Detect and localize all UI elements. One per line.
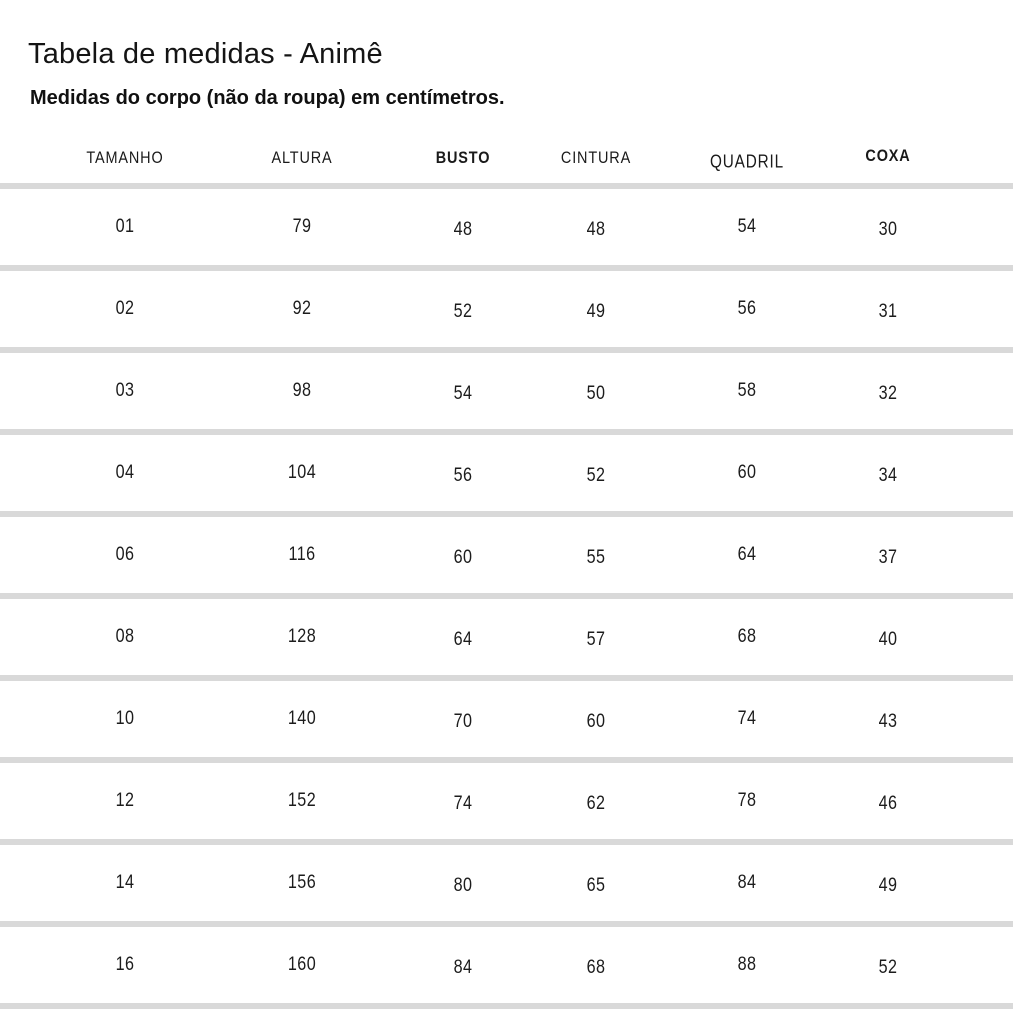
table-row: 08 128 64 57 68 40	[0, 593, 1013, 675]
column-header-quadril: QUADRIL	[710, 151, 784, 171]
cell: 55	[586, 547, 606, 568]
cell: 30	[878, 219, 898, 240]
size-chart-table: 01 79 48 48 54 30 02 92 52 49 56 31 03 98 54 50 58 32 04 10…	[0, 183, 1013, 1003]
cell: 14	[115, 872, 135, 893]
table-row: 14 156 80 65 84 49	[0, 839, 1013, 921]
cell: 06	[115, 544, 135, 565]
cell: 64	[453, 629, 473, 650]
table-row: 10 140 70 60 74 43	[0, 675, 1013, 757]
cell: 152	[287, 790, 317, 811]
cell: 60	[586, 711, 606, 732]
cell: 79	[292, 216, 312, 237]
table-header-row: TAMANHO ALTURA BUSTO CINTURA QUADRIL COXA	[0, 132, 1013, 183]
cell: 80	[453, 875, 473, 896]
cell: 12	[115, 790, 135, 811]
cell: 43	[878, 711, 898, 732]
cell: 140	[287, 708, 317, 729]
table-row: 04 104 56 52 60 34	[0, 429, 1013, 511]
cell: 62	[586, 793, 606, 814]
cell: 116	[288, 544, 316, 565]
cell: 64	[737, 544, 757, 565]
table-row: 12 152 74 62 78 46	[0, 757, 1013, 839]
cell: 08	[115, 626, 135, 647]
cell: 48	[586, 219, 606, 240]
cell: 104	[287, 462, 317, 483]
cell: 34	[878, 465, 898, 486]
page-title: Tabela de medidas - Animê	[28, 38, 383, 70]
cell: 160	[287, 954, 317, 975]
cell: 48	[453, 219, 473, 240]
cell: 56	[737, 298, 757, 319]
page-subtitle: Medidas do corpo (não da roupa) em centí…	[30, 87, 505, 109]
table-row: 16 160 84 68 88 52	[0, 921, 1013, 1003]
cell: 156	[287, 872, 317, 893]
cell: 40	[878, 629, 898, 650]
cell: 84	[453, 957, 473, 978]
cell: 56	[453, 465, 473, 486]
table-row: 02 92 52 49 56 31	[0, 265, 1013, 347]
cell: 52	[453, 301, 473, 322]
cell: 01	[115, 216, 135, 237]
cell: 54	[453, 383, 473, 404]
column-header-tamanho: TAMANHO	[86, 147, 164, 167]
cell: 68	[737, 626, 757, 647]
cell: 03	[115, 380, 135, 401]
cell: 68	[586, 957, 606, 978]
cell: 02	[115, 298, 135, 319]
cell: 70	[453, 711, 473, 732]
column-header-coxa: COXA	[865, 145, 911, 165]
cell: 65	[586, 875, 606, 896]
cell: 84	[737, 872, 757, 893]
cell: 58	[737, 380, 757, 401]
cell: 49	[878, 875, 898, 896]
column-header-cintura: CINTURA	[560, 147, 632, 167]
cell: 10	[115, 708, 135, 729]
cell: 52	[878, 957, 898, 978]
cell: 74	[737, 708, 757, 729]
cell: 60	[453, 547, 473, 568]
cell: 31	[878, 301, 898, 322]
cell: 54	[737, 216, 757, 237]
cell: 57	[586, 629, 606, 650]
cell: 50	[586, 383, 606, 404]
cell: 37	[878, 547, 898, 568]
column-header-altura: ALTURA	[271, 147, 333, 167]
bottom-divider	[0, 1003, 1013, 1009]
table-row: 06 116 60 55 64 37	[0, 511, 1013, 593]
cell: 60	[737, 462, 757, 483]
cell: 32	[878, 383, 898, 404]
cell: 49	[586, 301, 606, 322]
cell: 52	[586, 465, 606, 486]
cell: 04	[115, 462, 135, 483]
cell: 74	[453, 793, 473, 814]
cell: 78	[737, 790, 757, 811]
cell: 92	[292, 298, 312, 319]
table-row: 03 98 54 50 58 32	[0, 347, 1013, 429]
cell: 88	[737, 954, 757, 975]
cell: 16	[115, 954, 135, 975]
cell: 128	[287, 626, 317, 647]
cell: 46	[878, 793, 898, 814]
table-row: 01 79 48 48 54 30	[0, 183, 1013, 265]
column-header-busto: BUSTO	[435, 147, 491, 167]
cell: 98	[292, 380, 312, 401]
